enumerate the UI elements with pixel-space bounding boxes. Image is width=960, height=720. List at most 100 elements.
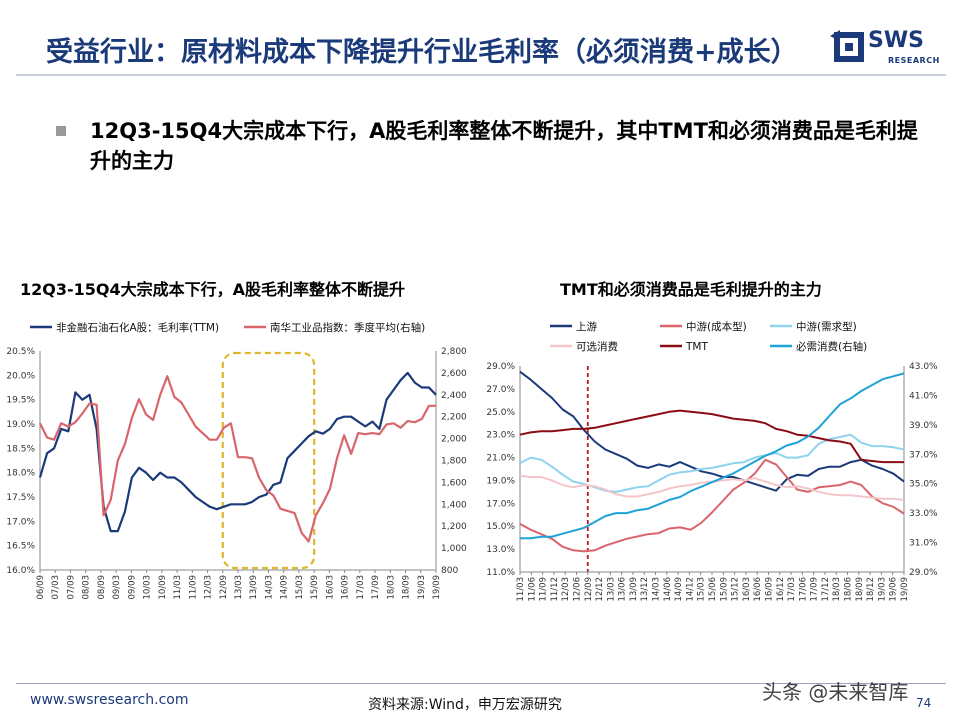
chart2-x-tick-label: 16/03 (742, 577, 752, 602)
chart2-legend-label-0: 上游 (576, 320, 597, 333)
chart2-y-left-tick: 15.0% (486, 522, 515, 532)
chart1-x-tick-label: 12/03 (204, 575, 214, 600)
chart2-y-left-tick: 23.0% (486, 431, 515, 441)
chart2-series-line-5 (520, 372, 905, 540)
chart2-y-right-tick: 33.0% (909, 509, 938, 519)
chart2-title: TMT和必须消费品是毛利提升的主力 (560, 280, 822, 299)
chart1-y-right-tick: 2,400 (441, 391, 467, 401)
chart2-y-right-tick: 41.0% (909, 391, 938, 401)
chart2-y-right-tick: 35.0% (909, 480, 938, 490)
chart1-series-line-1 (39, 375, 436, 543)
chart2-legend-label-2: 中游(需求型) (796, 320, 857, 333)
chart1-y-left-tick: 20.5% (6, 347, 35, 357)
chart2-legend-label-4: TMT (685, 341, 708, 353)
bullet-square-icon (56, 126, 66, 136)
chart1-x-tick-label: 14/03 (264, 575, 274, 600)
slide-title: 受益行业：原材料成本下降提升行业毛利率（必须消费+成长） (46, 37, 798, 68)
chart2-x-tick-label: 14/09 (674, 577, 684, 602)
chart2-x-tick-label: 11/06 (527, 577, 537, 602)
chart2-x-tick-label: 12/12 (595, 577, 605, 602)
chart1-y-right-tick: 2,600 (441, 369, 467, 379)
chart1-x-tick-label: 16/03 (325, 575, 335, 600)
chart1-x-tick-label: 15/03 (295, 575, 305, 600)
chart1-legend-label-0: 非金融石油石化A股：毛利率(TTM) (56, 321, 219, 334)
chart1-y-left-tick: 19.5% (6, 396, 35, 406)
chart1-x-tick-label: 14/09 (280, 575, 290, 600)
chart1-x-tick-label: 06/09 (36, 575, 46, 600)
chart2-x-tick-label: 14/12 (685, 577, 695, 602)
chart2-x-tick-label: 17/03 (787, 577, 797, 602)
chart2-x-tick-label: 14/03 (652, 577, 662, 602)
chart1-y-right-tick: 2,800 (441, 347, 467, 357)
chart1-x-tick-label: 07/03 (51, 575, 61, 600)
logo-text: SWS (868, 28, 924, 53)
chart2-legend-label-5: 必需消费(右轴) (796, 340, 867, 353)
chart2-x-tick-label: 16/09 (764, 577, 774, 602)
chart2-x-tick-label: 16/12 (776, 577, 786, 602)
page-number: 74 (916, 696, 932, 710)
footer-source: 资料来源:Wind，申万宏源研究 (368, 697, 562, 713)
chart1-x-tick-label: 08/09 (97, 575, 107, 600)
chart1-x-tick-label: 09/09 (127, 575, 137, 600)
chart1-plot: 16.0% 16.5% 17.0% 17.5% 18.0% 18.5% 19.0% 19.5%… (6, 321, 467, 600)
chart1-x-tick-label: 19/03 (417, 575, 427, 600)
chart2-x-tick-label: 15/12 (731, 577, 741, 602)
chart2-legend-label-3: 可选消费 (576, 340, 618, 353)
chart2-x-tick-label: 17/06 (798, 577, 808, 602)
chart2-x-tick-label: 13/12 (640, 577, 650, 602)
chart2-x-tick-label: 16/06 (753, 577, 763, 602)
chart2-x-tick-label: 12/06 (572, 577, 582, 602)
chart1-legend-label-1: 南华工业品指数：季度平均(右轴) (270, 321, 425, 334)
chart1-y-right-tick: 1,600 (441, 478, 467, 488)
logo-mark-icon (830, 30, 864, 62)
chart2-x-tick-label: 15/06 (708, 577, 718, 602)
chart1-x-tick-label: 11/03 (173, 575, 183, 600)
sws-logo: SWS RESEARCH (826, 26, 946, 72)
chart2-x-tick-label: 14/06 (663, 577, 673, 602)
chart2-y-right-tick: 37.0% (909, 450, 938, 460)
chart2-x-tick-label: 15/09 (719, 577, 729, 602)
chart1-x-tick-label: 11/09 (188, 575, 198, 600)
chart1-y-right-tick: 1,800 (441, 457, 467, 467)
chart1-y-right-tick: 1,400 (441, 500, 467, 510)
chart1-x-tick-label: 17/03 (356, 575, 366, 600)
chart2-x-tick-label: 19/03 (877, 577, 887, 602)
chart2-x-tick-label: 17/09 (810, 577, 820, 602)
chart1-y-right-tick: 1,000 (441, 544, 467, 554)
chart1-x-tick-label: 12/09 (219, 575, 229, 600)
chart1-y-right-tick: 1,200 (441, 522, 467, 532)
chart1-y-left-tick: 16.5% (6, 542, 35, 552)
chart1-y-right-tick: 800 (441, 566, 458, 576)
chart2-x-tick-label: 13/03 (606, 577, 616, 602)
chart2-y-left-tick: 11.0% (486, 568, 515, 578)
chart2-x-tick-label: 17/12 (821, 577, 831, 602)
chart2-x-tick-label: 13/09 (629, 577, 639, 602)
footer-divider (16, 683, 946, 684)
chart1-x-tick-label: 07/09 (66, 575, 76, 600)
chart1-highlight-box (221, 351, 316, 570)
chart2-y-right-tick: 29.0% (909, 568, 938, 578)
chart2-y-left-tick: 19.0% (486, 476, 515, 486)
chart1-x-tick-label: 09/03 (112, 575, 122, 600)
chart2-series-line-2 (519, 433, 905, 493)
chart1-x-tick-label: 10/03 (143, 575, 153, 600)
chart1-y-left-tick: 16.0% (6, 566, 35, 576)
chart2-series-line-0 (519, 370, 905, 492)
chart2-plot: 11.0% 13.0% 15.0% 17.0% 19.0% 21.0% 23.0% 25.0%… (486, 320, 938, 602)
chart1-x-tick-label: 16/09 (341, 575, 351, 600)
chart2-x-tick-label: 11/03 (516, 577, 526, 602)
chart1-y-left-tick: 20.0% (6, 371, 35, 381)
chart1-y-left-tick: 17.5% (6, 493, 35, 503)
footer-url[interactable]: www.swsresearch.com (30, 692, 189, 708)
chart2-x-tick-label: 18/09 (855, 577, 865, 602)
chart2-y-right-tick: 39.0% (909, 421, 938, 431)
watermark: 头条 @未来智库 (762, 680, 909, 704)
chart2-x-tick-label: 11/12 (550, 577, 560, 602)
chart2-x-tick-label: 19/06 (889, 577, 899, 602)
chart2-y-left-tick: 25.0% (486, 408, 515, 418)
chart2-x-tick-label: 12/03 (561, 577, 571, 602)
chart2-y-left-tick: 13.0% (486, 545, 515, 555)
chart1-y-right-tick: 2,000 (441, 435, 467, 445)
chart2-y-right-tick: 43.0% (909, 362, 938, 372)
chart1-y-left-tick: 19.0% (6, 420, 35, 430)
